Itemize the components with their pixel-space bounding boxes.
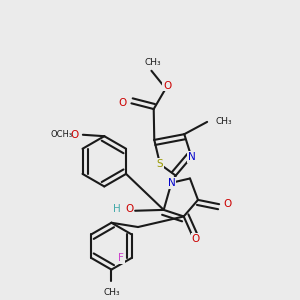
Text: N: N bbox=[188, 152, 195, 162]
Text: H: H bbox=[113, 204, 121, 214]
Text: OCH₃: OCH₃ bbox=[50, 130, 73, 139]
Text: CH₃: CH₃ bbox=[145, 58, 161, 67]
Text: S: S bbox=[157, 159, 163, 169]
Text: F: F bbox=[118, 253, 124, 263]
Text: O: O bbox=[119, 98, 127, 108]
Text: O: O bbox=[163, 81, 171, 91]
Text: O: O bbox=[70, 130, 78, 140]
Text: N: N bbox=[168, 178, 175, 188]
Text: CH₃: CH₃ bbox=[103, 288, 120, 297]
Text: O: O bbox=[125, 204, 134, 214]
Text: O: O bbox=[224, 199, 232, 209]
Text: O: O bbox=[192, 234, 200, 244]
Text: CH₃: CH₃ bbox=[216, 117, 232, 126]
